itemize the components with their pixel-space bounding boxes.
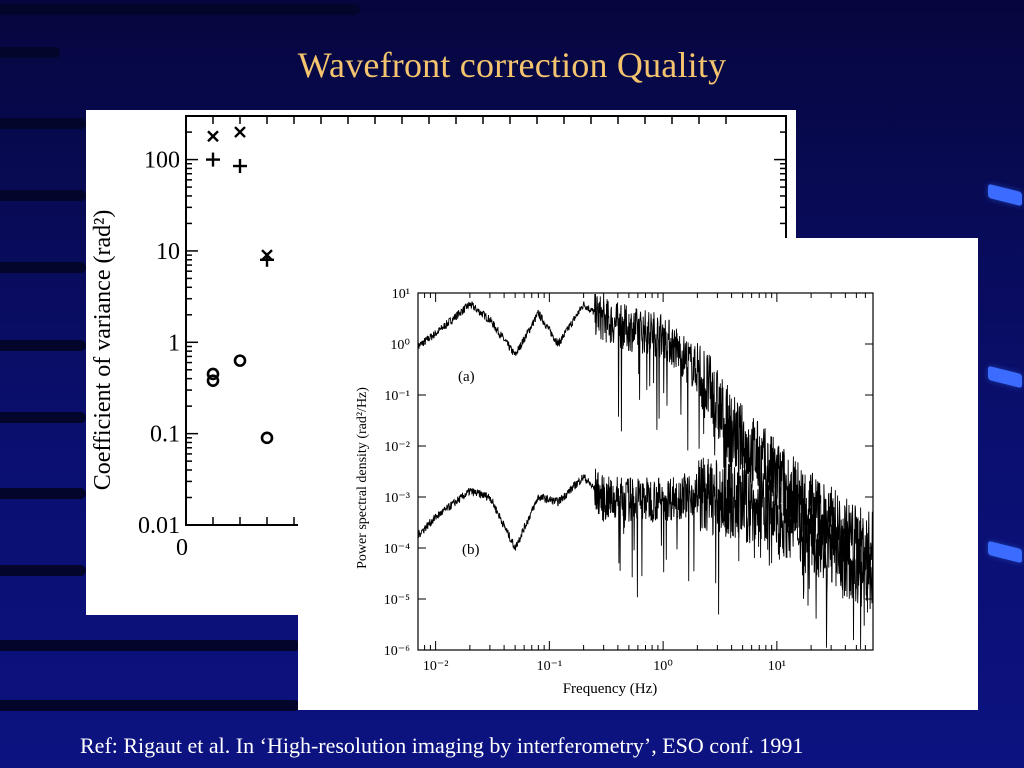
circle-marker — [206, 367, 220, 381]
background-stripe — [0, 4, 360, 15]
x-tick-label: 10¹ — [768, 659, 786, 674]
background-stripe — [0, 47, 60, 58]
x-tick-label: 10⁻¹ — [537, 659, 563, 674]
y-tick-label: 10⁻⁶ — [384, 644, 410, 659]
decorative-chip — [988, 365, 1022, 389]
x-tick-label: 0 — [176, 535, 188, 561]
x-tick-label: 10⁰ — [653, 659, 673, 674]
y-axis-label: Coefficient of variance (rad²) — [90, 210, 116, 491]
cross-marker — [207, 130, 219, 143]
background-stripe — [0, 340, 86, 351]
background-stripe — [0, 118, 86, 129]
y-tick-label: 0.01 — [138, 513, 180, 539]
y-tick-label: 0.1 — [150, 422, 180, 448]
plus-marker — [233, 159, 247, 174]
plus-marker — [260, 252, 274, 267]
background-stripe — [0, 262, 86, 273]
series-label-a: (a) — [458, 369, 475, 385]
background-stripe — [0, 640, 300, 651]
x-axis-label: Frequency (Hz) — [563, 681, 658, 697]
background-stripe — [0, 190, 86, 201]
y-tick-label: 10⁻³ — [384, 491, 410, 506]
background-stripe — [0, 488, 86, 499]
series-label-b: (b) — [462, 542, 480, 558]
x-tick-label: 10⁻² — [423, 659, 449, 674]
y-tick-label: 100 — [144, 148, 180, 174]
series-b-line — [417, 457, 874, 650]
y-tick-label: 10⁻⁴ — [384, 542, 410, 557]
background-stripe — [0, 412, 86, 423]
plot-frame — [417, 292, 874, 651]
psd-chart: 10¹ 10⁰ 10⁻¹ 10⁻² 10⁻³ 10⁻⁴ 10⁻⁵ 10⁻⁶ 10⁻² 10⁻¹ 10… — [355, 287, 874, 697]
decorative-chip — [988, 540, 1022, 564]
background-stripe — [0, 565, 86, 576]
y-axis-label: Power spectral density (rad²/Hz) — [355, 387, 370, 569]
series-a-line — [417, 293, 874, 626]
circle-marker — [206, 374, 220, 387]
psd-figure: 10¹ 10⁰ 10⁻¹ 10⁻² 10⁻³ 10⁻⁴ 10⁻⁵ 10⁻⁶ 10⁻² 10⁻¹ 10… — [298, 238, 978, 710]
reference-citation: Ref: Rigaut et al. In ‘High-resolution i… — [80, 733, 804, 758]
y-tick-label: 10⁻² — [384, 440, 410, 455]
plus-marker — [206, 152, 220, 167]
slide-title: Wavefront correction Quality — [297, 45, 727, 85]
y-tick-label: 10⁻⁵ — [384, 593, 410, 608]
y-tick-label: 1 — [168, 330, 180, 356]
y-tick-label: 10⁰ — [390, 338, 410, 353]
y-tick-label: 10⁻¹ — [384, 389, 410, 404]
y-tick-label: 10¹ — [392, 287, 410, 302]
decorative-chip — [988, 183, 1022, 207]
background-stripe — [0, 700, 300, 711]
y-tick-label: 10 — [156, 239, 180, 265]
circle-marker — [260, 431, 274, 445]
cross-marker — [234, 126, 246, 138]
circle-marker — [233, 354, 247, 367]
